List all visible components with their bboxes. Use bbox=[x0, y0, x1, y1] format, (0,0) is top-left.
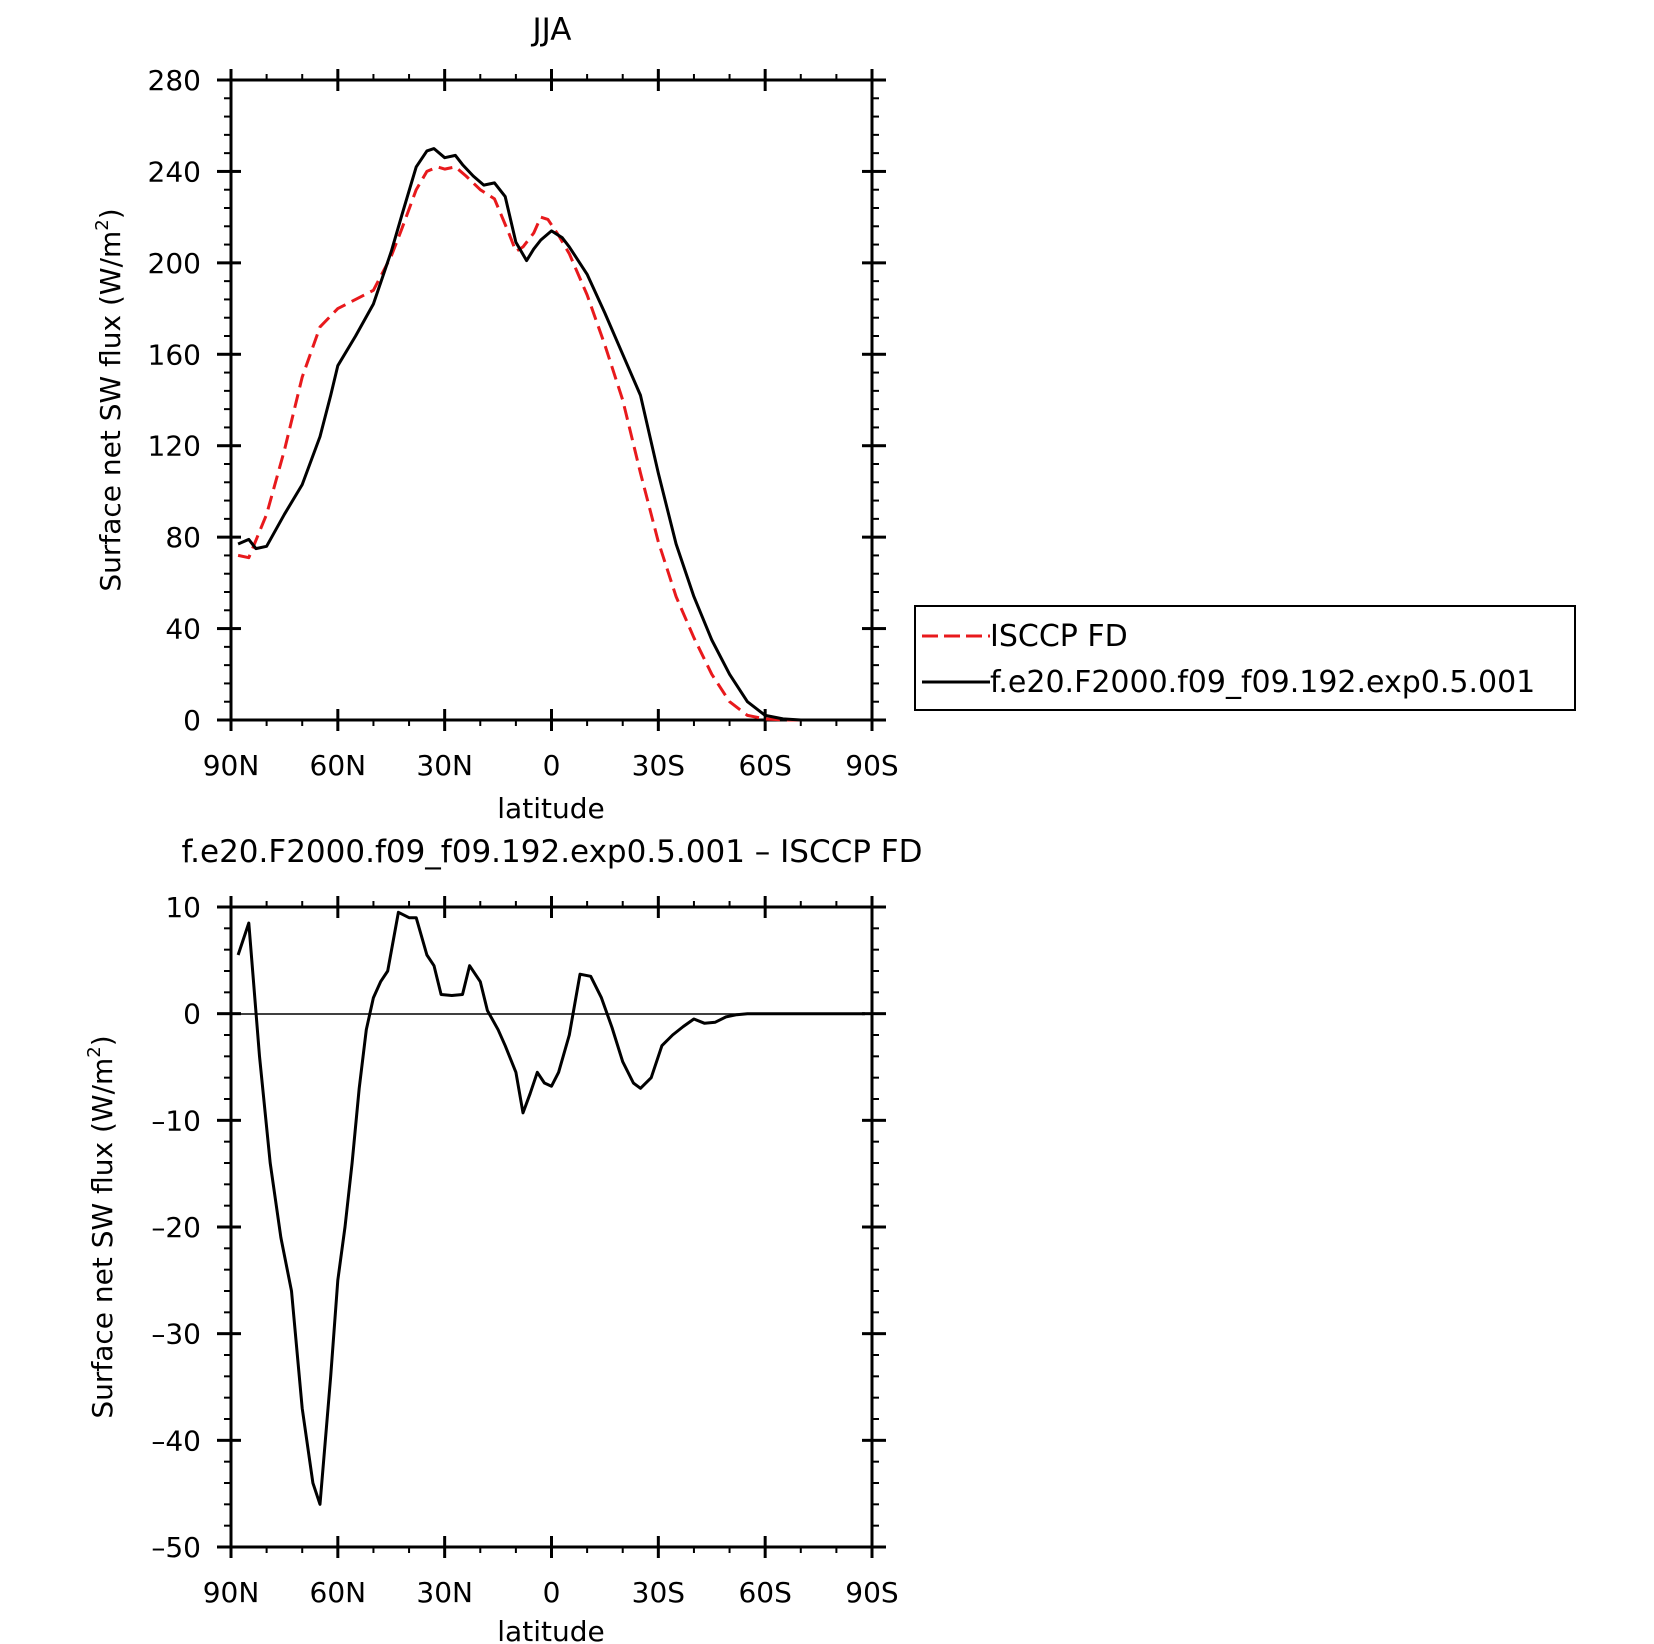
top-chart-ticks bbox=[217, 69, 886, 731]
x-tick-label: 90N bbox=[203, 749, 260, 782]
y-tick-label: 0 bbox=[183, 998, 201, 1031]
bottom-chart-x-axis-label: latitude bbox=[497, 1615, 604, 1644]
legend-box bbox=[914, 605, 1576, 711]
top-chart: JJA 90N 60N 30N 0 30S 60S 90S 0 40 80 120 160 200 24… bbox=[92, 12, 899, 825]
x-tick-label: 0 bbox=[543, 749, 561, 782]
top-chart-y-axis-label-close: ) bbox=[94, 208, 127, 219]
x-tick-label: 90S bbox=[845, 749, 898, 782]
top-chart-series-line-isccp bbox=[237, 165, 865, 722]
y-tick-label: 10 bbox=[165, 891, 201, 924]
bottom-chart-plot-frame bbox=[229, 905, 874, 1549]
x-tick-label: 60N bbox=[310, 1576, 367, 1609]
bottom-chart-y-axis-label-sup: 2 bbox=[84, 1046, 105, 1057]
y-tick-label: 80 bbox=[165, 521, 201, 554]
top-chart-x-axis-label: latitude bbox=[497, 792, 604, 825]
bottom-chart-title: f.e20.F2000.f09_f09.192.exp0.5.001 – ISC… bbox=[181, 834, 922, 870]
bottom-chart-y-axis-label: Surface net SW flux (W/m2) bbox=[84, 1035, 119, 1418]
bottom-chart-y-tick-labels: 10 0 –10 –20 –30 –40 –50 bbox=[151, 891, 201, 1564]
x-tick-label: 30N bbox=[416, 1576, 473, 1609]
y-tick-label: –40 bbox=[151, 1424, 201, 1457]
bottom-chart-ticks bbox=[217, 896, 886, 1558]
legend-label-isccp: ISCCP FD bbox=[990, 619, 1128, 654]
x-tick-label: 30S bbox=[632, 1576, 685, 1609]
legend: ISCCP FD f.e20.F2000.f09_f09.192.exp0.5.… bbox=[914, 605, 1576, 711]
y-tick-label: 200 bbox=[148, 247, 201, 280]
bottom-chart-x-tick-labels: 90N 60N 30N 0 30S 60S 90S bbox=[203, 1576, 899, 1609]
x-tick-label: 60S bbox=[738, 1576, 791, 1609]
y-tick-label: –10 bbox=[151, 1104, 201, 1137]
y-tick-label: 240 bbox=[148, 155, 201, 188]
y-tick-label: 120 bbox=[148, 430, 201, 463]
bottom-chart-series-line-model bbox=[236, 910, 865, 1506]
top-chart-title: JJA bbox=[531, 12, 572, 48]
y-tick-label: 0 bbox=[183, 704, 201, 737]
top-chart-series-line-model bbox=[237, 147, 865, 722]
top-chart-plot-frame bbox=[229, 78, 874, 722]
top-chart-y-axis-label: Surface net SW flux (W/m2) bbox=[92, 208, 127, 591]
top-chart-y-axis-label-sup: 2 bbox=[92, 219, 113, 230]
top-chart-y-axis-label-main: Surface net SW flux (W/m bbox=[94, 231, 127, 592]
x-tick-label: 0 bbox=[543, 1576, 561, 1609]
top-chart-x-tick-labels: 90N 60N 30N 0 30S 60S 90S bbox=[203, 749, 899, 782]
bottom-chart-series bbox=[236, 910, 865, 1506]
top-chart-series bbox=[237, 147, 865, 722]
bottom-chart-y-axis-label-close: ) bbox=[86, 1035, 119, 1046]
x-tick-label: 30N bbox=[416, 749, 473, 782]
y-tick-label: 280 bbox=[148, 64, 201, 97]
x-tick-label: 60N bbox=[310, 749, 367, 782]
y-tick-label: –30 bbox=[151, 1318, 201, 1351]
y-tick-label: –50 bbox=[151, 1531, 201, 1564]
y-tick-label: –20 bbox=[151, 1211, 201, 1244]
legend-label-model: f.e20.F2000.f09_f09.192.exp0.5.001 bbox=[990, 665, 1535, 700]
bottom-chart-y-axis-label-main: Surface net SW flux (W/m bbox=[86, 1058, 119, 1419]
bottom-chart: f.e20.F2000.f09_f09.192.exp0.5.001 – ISC… bbox=[84, 834, 923, 1644]
y-tick-label: 160 bbox=[148, 338, 201, 371]
x-tick-label: 90N bbox=[203, 1576, 260, 1609]
x-tick-label: 60S bbox=[738, 749, 791, 782]
x-tick-label: 90S bbox=[845, 1576, 898, 1609]
x-tick-label: 30S bbox=[632, 749, 685, 782]
y-tick-label: 40 bbox=[165, 613, 201, 646]
top-chart-y-tick-labels: 0 40 80 120 160 200 240 280 bbox=[148, 64, 201, 737]
